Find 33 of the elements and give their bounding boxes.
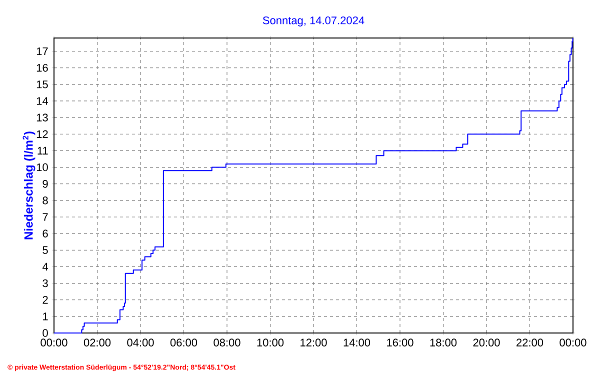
y-tick-label: 11 bbox=[38, 146, 48, 154]
y-tick-label: 0 bbox=[42, 329, 48, 337]
x-tick-label: 06:00 bbox=[170, 338, 198, 346]
y-tick-label: 9 bbox=[42, 180, 48, 188]
x-tick-label: 08:00 bbox=[214, 338, 240, 346]
x-tick-label: 02:00 bbox=[84, 338, 111, 346]
y-tick-label: 12 bbox=[36, 130, 48, 138]
x-tick-label: 00:00 bbox=[560, 338, 586, 346]
y-tick-label: 13 bbox=[36, 114, 48, 122]
x-tick-label: 00:00 bbox=[40, 338, 68, 346]
chart-title: Sonntag, 14.07.2024 bbox=[262, 16, 364, 26]
x-tick-label: 12:00 bbox=[300, 338, 327, 346]
y-tick-label: 10 bbox=[36, 163, 48, 172]
y-tick-label: 17 bbox=[36, 47, 48, 56]
y-tick-label: 14 bbox=[36, 97, 48, 105]
y-tick-label: 7 bbox=[42, 213, 48, 221]
y-tick-label: 15 bbox=[36, 80, 48, 88]
y-tick-label: 16 bbox=[36, 64, 48, 72]
x-tick-label: 04:00 bbox=[127, 338, 154, 346]
x-tick-label: 22:00 bbox=[516, 338, 544, 346]
y-tick-label: 6 bbox=[42, 230, 48, 238]
y-tick-label: 3 bbox=[42, 279, 48, 288]
x-tick-label: 18:00 bbox=[430, 338, 457, 346]
y-tick-label: 4 bbox=[42, 262, 48, 270]
y-tick-label: 2 bbox=[42, 296, 48, 304]
x-tick-label: 14:00 bbox=[344, 338, 370, 346]
x-tick-label: 20:00 bbox=[473, 338, 500, 346]
x-tick-label: 10:00 bbox=[257, 338, 284, 346]
x-tick-label: 16:00 bbox=[387, 338, 414, 346]
y-tick-label: 1 bbox=[43, 312, 48, 320]
y-axis-title: Niederschlag (l/m$^{2}$) bbox=[22, 132, 36, 240]
y-tick-label: 8 bbox=[42, 196, 48, 204]
y-tick-label: 5 bbox=[42, 246, 48, 254]
